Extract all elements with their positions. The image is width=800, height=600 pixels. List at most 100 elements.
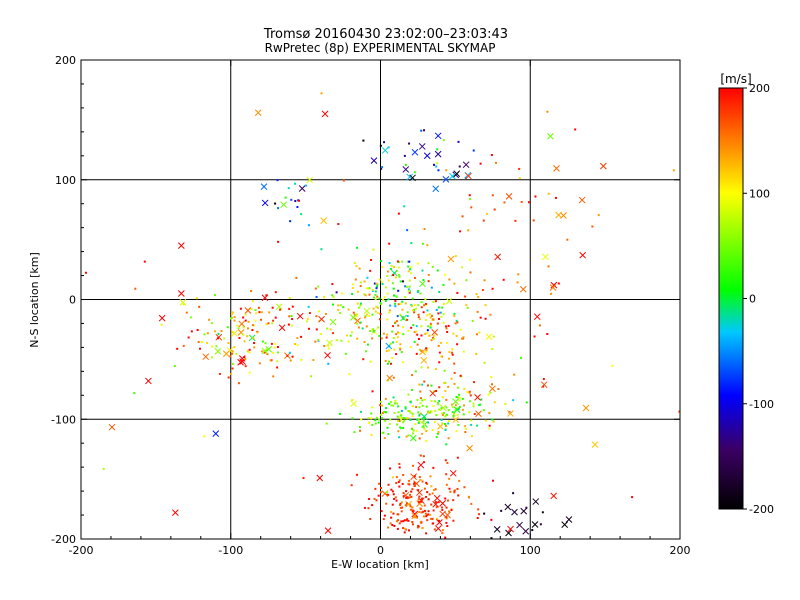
data-point: [512, 399, 515, 402]
data-point: [436, 162, 439, 165]
data-point: [344, 352, 347, 355]
data-point: [274, 291, 277, 294]
data-point: [429, 411, 432, 414]
data-point: [432, 300, 435, 303]
data-point: [348, 373, 351, 376]
data-point: [417, 304, 420, 307]
data-point: [243, 340, 246, 343]
data-point: [430, 410, 433, 413]
data-point: [382, 298, 385, 301]
data-point: [436, 517, 439, 520]
data-point: [377, 494, 380, 497]
data-point: [419, 507, 422, 510]
data-point: [388, 349, 391, 352]
data-point: [444, 390, 447, 393]
data-point: [407, 270, 410, 273]
data-point: [288, 307, 291, 310]
data-point: [233, 316, 236, 319]
data-point: [445, 297, 453, 305]
data-point: [414, 276, 417, 279]
data-point: [379, 312, 382, 315]
data-point: [406, 318, 409, 321]
data-point: [254, 109, 262, 117]
data-point: [408, 142, 411, 145]
data-point: [399, 506, 402, 509]
data-point: [393, 348, 396, 351]
data-point: [346, 334, 349, 337]
data-point: [381, 417, 384, 420]
data-point: [407, 434, 410, 437]
data-point: [427, 410, 430, 413]
data-point: [455, 319, 458, 322]
data-point: [229, 355, 232, 358]
data-point: [352, 311, 355, 314]
data-point: [356, 290, 359, 293]
data-point: [367, 417, 370, 420]
data-point: [300, 213, 303, 216]
data-point: [417, 417, 420, 420]
data-point: [387, 493, 390, 496]
data-point: [466, 306, 469, 309]
data-point: [446, 461, 449, 464]
data-point: [421, 269, 424, 272]
data-point: [396, 260, 399, 263]
data-point: [378, 334, 381, 337]
data-point: [305, 320, 308, 323]
data-point: [251, 300, 254, 303]
data-point: [449, 172, 456, 180]
data-point: [433, 528, 436, 531]
data-point: [376, 306, 379, 309]
data-point: [420, 521, 423, 524]
data-point: [484, 419, 487, 422]
data-point: [396, 520, 399, 523]
data-point: [203, 435, 206, 438]
data-point: [397, 411, 400, 414]
data-point: [291, 317, 294, 320]
data-point: [229, 372, 232, 375]
data-point: [445, 169, 448, 172]
data-point: [232, 362, 235, 365]
data-point: [399, 502, 402, 505]
data-point: [421, 480, 424, 483]
data-point: [426, 519, 429, 522]
data-point: [435, 308, 438, 311]
data-point: [369, 360, 372, 363]
data-point: [431, 429, 434, 432]
data-point: [410, 266, 413, 269]
data-point: [203, 333, 206, 336]
data-point: [451, 405, 454, 408]
data-point: [388, 262, 391, 265]
data-point: [447, 422, 450, 425]
data-point: [233, 346, 236, 349]
data-point: [363, 280, 366, 283]
data-point: [215, 345, 218, 348]
data-point: [371, 313, 374, 316]
data-point: [465, 172, 472, 180]
data-point: [365, 325, 368, 328]
data-point: [319, 333, 322, 336]
data-point: [382, 518, 385, 521]
x-tick-label: 0: [377, 544, 384, 557]
data-point: [463, 486, 466, 489]
data-point: [396, 415, 399, 418]
data-point: [411, 297, 414, 300]
data-point: [355, 265, 358, 268]
data-point: [451, 411, 454, 414]
data-point: [375, 499, 378, 502]
data-point: [435, 165, 438, 168]
data-point: [295, 276, 298, 279]
data-point: [400, 414, 403, 417]
data-point: [611, 364, 614, 367]
data-point: [298, 185, 306, 192]
data-point: [455, 334, 458, 337]
data-point: [383, 141, 386, 144]
data-point: [426, 483, 429, 486]
data-point: [381, 404, 384, 407]
data-point: [386, 270, 389, 273]
data-point: [417, 468, 420, 471]
data-point: [388, 309, 391, 312]
data-point: [364, 294, 367, 297]
data-point: [396, 402, 399, 405]
data-point: [326, 327, 329, 330]
data-point: [422, 515, 425, 518]
